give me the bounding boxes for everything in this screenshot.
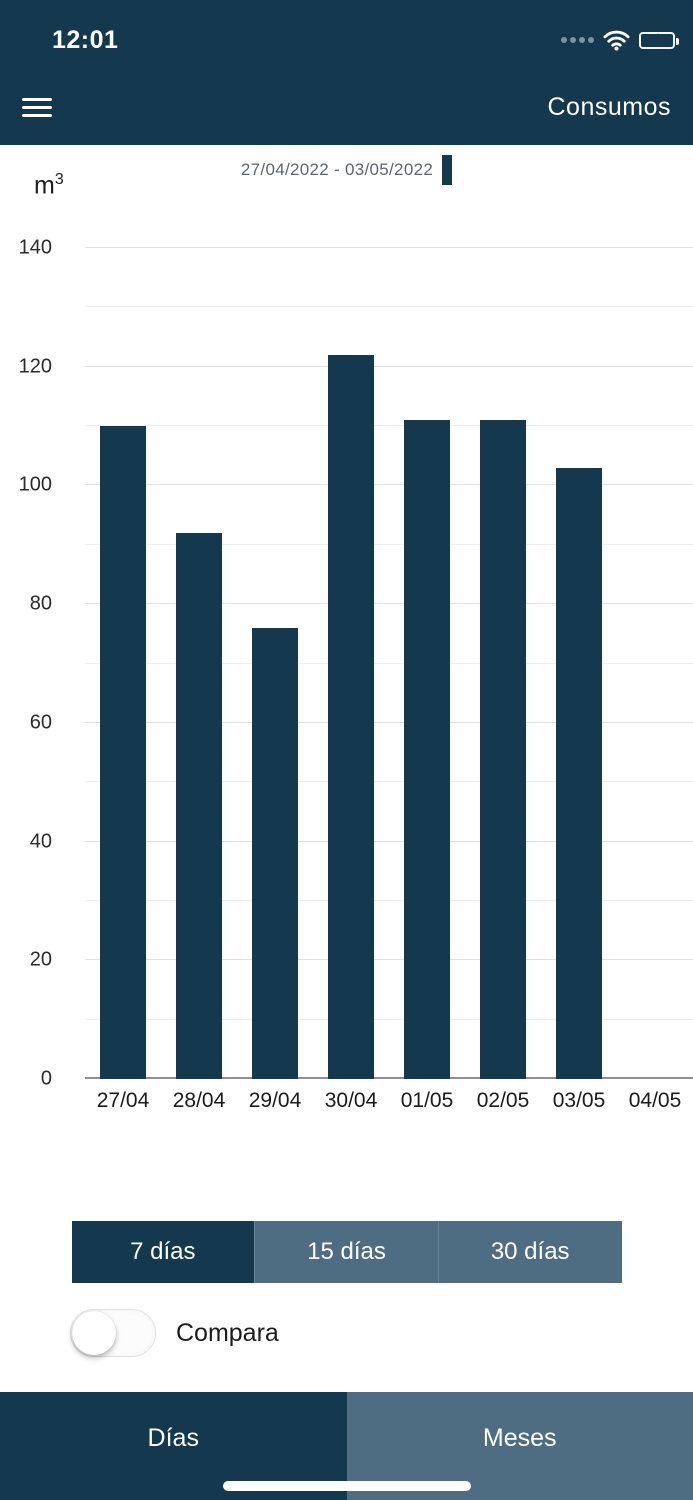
gridline — [85, 603, 693, 605]
bar-slot — [237, 248, 313, 1079]
bar[interactable] — [252, 627, 298, 1079]
x-axis-label: 04/05 — [628, 1089, 682, 1112]
gridline — [85, 425, 693, 427]
y-axis-tick-label: 100 — [18, 473, 52, 496]
y-axis: 0 20 40 60 80 100 120 140 — [0, 237, 66, 1090]
home-indicator[interactable] — [222, 1481, 471, 1491]
y-axis-tick-label: 120 — [18, 355, 52, 378]
gridline — [85, 484, 693, 486]
gridline — [85, 247, 693, 248]
y-axis-tick-label: 80 — [29, 592, 52, 615]
bottom-tab-bar: Días Meses — [0, 1392, 693, 1500]
gridline — [85, 365, 693, 367]
bar-slot — [85, 248, 161, 1079]
battery-charging-icon — [639, 31, 679, 49]
legend-swatch — [442, 155, 453, 185]
gridline — [85, 840, 693, 842]
status-bar: 12:01 — [0, 0, 693, 70]
range-option[interactable]: 30 días — [437, 1221, 622, 1283]
nav-bar: Consumos — [0, 70, 693, 145]
bar[interactable] — [404, 420, 450, 1079]
y-axis-unit-label: m3 — [34, 171, 64, 200]
x-axis-label: 01/05 — [400, 1089, 454, 1112]
gridline — [85, 662, 693, 664]
range-option[interactable]: 7 días — [71, 1221, 255, 1283]
consumption-chart: 27/04/2022 - 03/05/2022 m3 0 20 40 60 80 100 1… — [0, 145, 693, 1113]
y-axis-tick-label: 40 — [29, 830, 52, 853]
cellular-signal-icon — [561, 37, 594, 43]
y-axis-tick-label: 20 — [29, 948, 52, 971]
bar-slot — [161, 248, 237, 1079]
plot-area: 0 20 40 60 80 100 120 140 — [19, 237, 693, 1090]
compare-label: Compara — [176, 1318, 279, 1347]
bar-slot — [389, 248, 465, 1079]
compare-toggle[interactable] — [70, 1309, 156, 1357]
menu-icon[interactable] — [22, 89, 52, 126]
x-axis: 27/04 28/04 29/04 30/04 01/05 02/05 03/05 04/05 — [85, 1089, 693, 1113]
y-axis-tick-label: 140 — [18, 236, 52, 259]
gridline — [85, 543, 693, 545]
x-axis-label: 03/05 — [552, 1089, 606, 1112]
clock: 12:01 — [52, 25, 119, 54]
x-axis-label: 02/05 — [476, 1089, 530, 1112]
status-icons — [561, 30, 679, 51]
y-axis-tick-label: 60 — [29, 711, 52, 734]
bar[interactable] — [480, 420, 526, 1079]
gridline — [85, 959, 693, 961]
range-option[interactable]: 15 días — [254, 1221, 438, 1283]
bar[interactable] — [556, 467, 602, 1079]
gridline — [85, 1018, 693, 1020]
bar[interactable] — [100, 426, 146, 1079]
x-axis-label: 30/04 — [324, 1089, 378, 1112]
bar[interactable] — [176, 532, 222, 1079]
x-axis-label: 29/04 — [248, 1089, 302, 1112]
range-segmented-control: 7 días 15 días 30 días — [71, 1221, 622, 1283]
chart-controls: 7 días 15 días 30 días Compara — [0, 1221, 693, 1357]
bar-slot — [541, 248, 617, 1079]
gridline — [85, 781, 693, 783]
bar-slot — [313, 248, 389, 1079]
bar-slot — [465, 248, 541, 1079]
toggle-knob[interactable] — [72, 1311, 116, 1355]
gridline — [85, 306, 693, 308]
chart-legend: 27/04/2022 - 03/05/2022 — [0, 153, 693, 187]
compare-row: Compara — [70, 1309, 693, 1357]
y-axis-tick-label: 0 — [40, 1067, 52, 1090]
x-axis-label: 27/04 — [96, 1089, 150, 1112]
chart-bars — [85, 248, 693, 1079]
page-title: Consumos — [547, 93, 671, 121]
legend-date-range: 27/04/2022 - 03/05/2022 — [240, 160, 434, 179]
gridline — [85, 1077, 693, 1079]
header: 12:01 Consumos — [0, 0, 693, 145]
x-axis-label: 28/04 — [172, 1089, 226, 1112]
gridline — [85, 721, 693, 723]
gridline — [85, 899, 693, 901]
bar[interactable] — [328, 354, 374, 1079]
wifi-icon — [603, 30, 630, 51]
bar-slot — [617, 248, 693, 1079]
